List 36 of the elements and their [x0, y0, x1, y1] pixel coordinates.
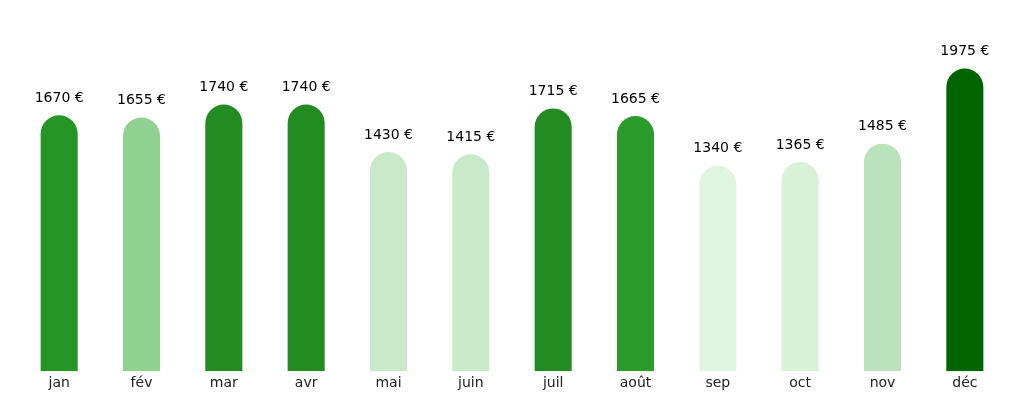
- x-tick-label: août: [619, 374, 652, 391]
- bar: [40, 115, 78, 372]
- data-label: 1740 €: [281, 78, 331, 95]
- data-label: 1340 €: [693, 139, 743, 156]
- bar: [369, 152, 408, 372]
- bar: [205, 104, 243, 372]
- data-label: 1715 €: [528, 82, 578, 99]
- data-label: 1740 €: [199, 78, 249, 95]
- data-label: 1655 €: [117, 91, 166, 108]
- bar: [534, 108, 572, 372]
- x-tick-label: nov: [869, 374, 896, 391]
- x-tick-label: fév: [130, 374, 153, 391]
- bar: [699, 165, 737, 372]
- bar: [452, 154, 490, 372]
- x-tick-label: juil: [541, 374, 564, 391]
- data-label: 1670 €: [34, 88, 84, 105]
- data-label: 1415 €: [446, 127, 496, 144]
- data-label: 1975 €: [940, 42, 990, 59]
- x-tick-label: avr: [294, 374, 318, 391]
- bar: [781, 162, 819, 372]
- x-tick-label: mai: [375, 374, 402, 391]
- bar: [946, 68, 984, 372]
- x-tick-label: déc: [952, 374, 978, 391]
- x-tick-label: sep: [705, 374, 731, 391]
- data-label: 1485 €: [858, 117, 907, 134]
- x-tick-label: juin: [457, 374, 484, 391]
- x-tick-label: oct: [789, 374, 812, 391]
- data-label: 1365 €: [775, 135, 825, 152]
- bar: [122, 117, 161, 372]
- x-tick-label: jan: [47, 374, 70, 391]
- bar: [287, 104, 325, 372]
- data-label: 1665 €: [611, 89, 660, 106]
- x-tick-label: mar: [209, 374, 239, 391]
- bar: [863, 143, 902, 372]
- data-label: 1430 €: [364, 125, 413, 142]
- bar: [616, 116, 655, 372]
